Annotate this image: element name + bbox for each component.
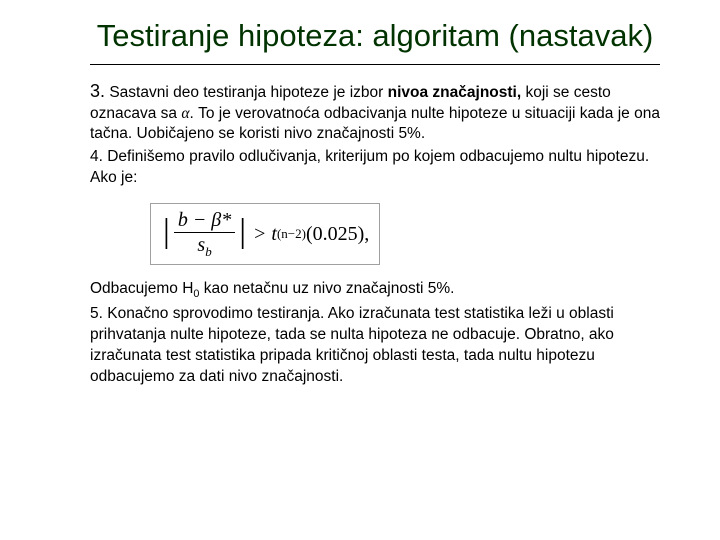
formula-box: | b − β* sb | > t(n−2)(0.025), (150, 203, 380, 265)
item-number-3: 3. (90, 81, 105, 101)
fraction-numerator: b − β* (174, 210, 235, 233)
denom-sub: b (205, 244, 212, 259)
abs-bar-right: | (237, 222, 248, 242)
p3-text-1: Sastavni deo testiranja hipoteze je izbo… (109, 84, 387, 101)
reject-text-2: kao netačnu uz nivo značajnosti 5%. (199, 280, 454, 297)
reject-text-1: Odbacujemo H (90, 280, 193, 297)
paragraph-4: 4. Definišemo pravilo odlučivanja, krite… (90, 147, 660, 189)
title-underline (90, 64, 660, 65)
t-subscript: (n−2) (277, 225, 306, 243)
p3-bold: nivoa značajnosti, (388, 84, 522, 101)
fraction: b − β* sb (172, 210, 237, 258)
paragraph-3: 3. Sastavni deo testiranja hipoteze je i… (90, 79, 660, 146)
slide: Testiranje hipoteza: algoritam (nastavak… (0, 0, 720, 540)
abs-bar-left: | (161, 222, 172, 242)
formula-container: | b − β* sb | > t(n−2)(0.025), (90, 203, 660, 265)
greater-than: > (248, 221, 271, 248)
body-text: 3. Sastavni deo testiranja hipoteze je i… (90, 79, 660, 388)
paragraph-5: 5. Konačno sprovodimo testiranja. Ako iz… (90, 304, 660, 388)
formula-comma: , (364, 221, 369, 248)
paragraph-reject: Odbacujemo H0 kao netačnu uz nivo značaj… (90, 279, 660, 302)
t-argument: (0.025) (306, 221, 364, 248)
fraction-denominator: sb (193, 233, 215, 258)
slide-title: Testiranje hipoteza: algoritam (nastavak… (90, 18, 660, 54)
